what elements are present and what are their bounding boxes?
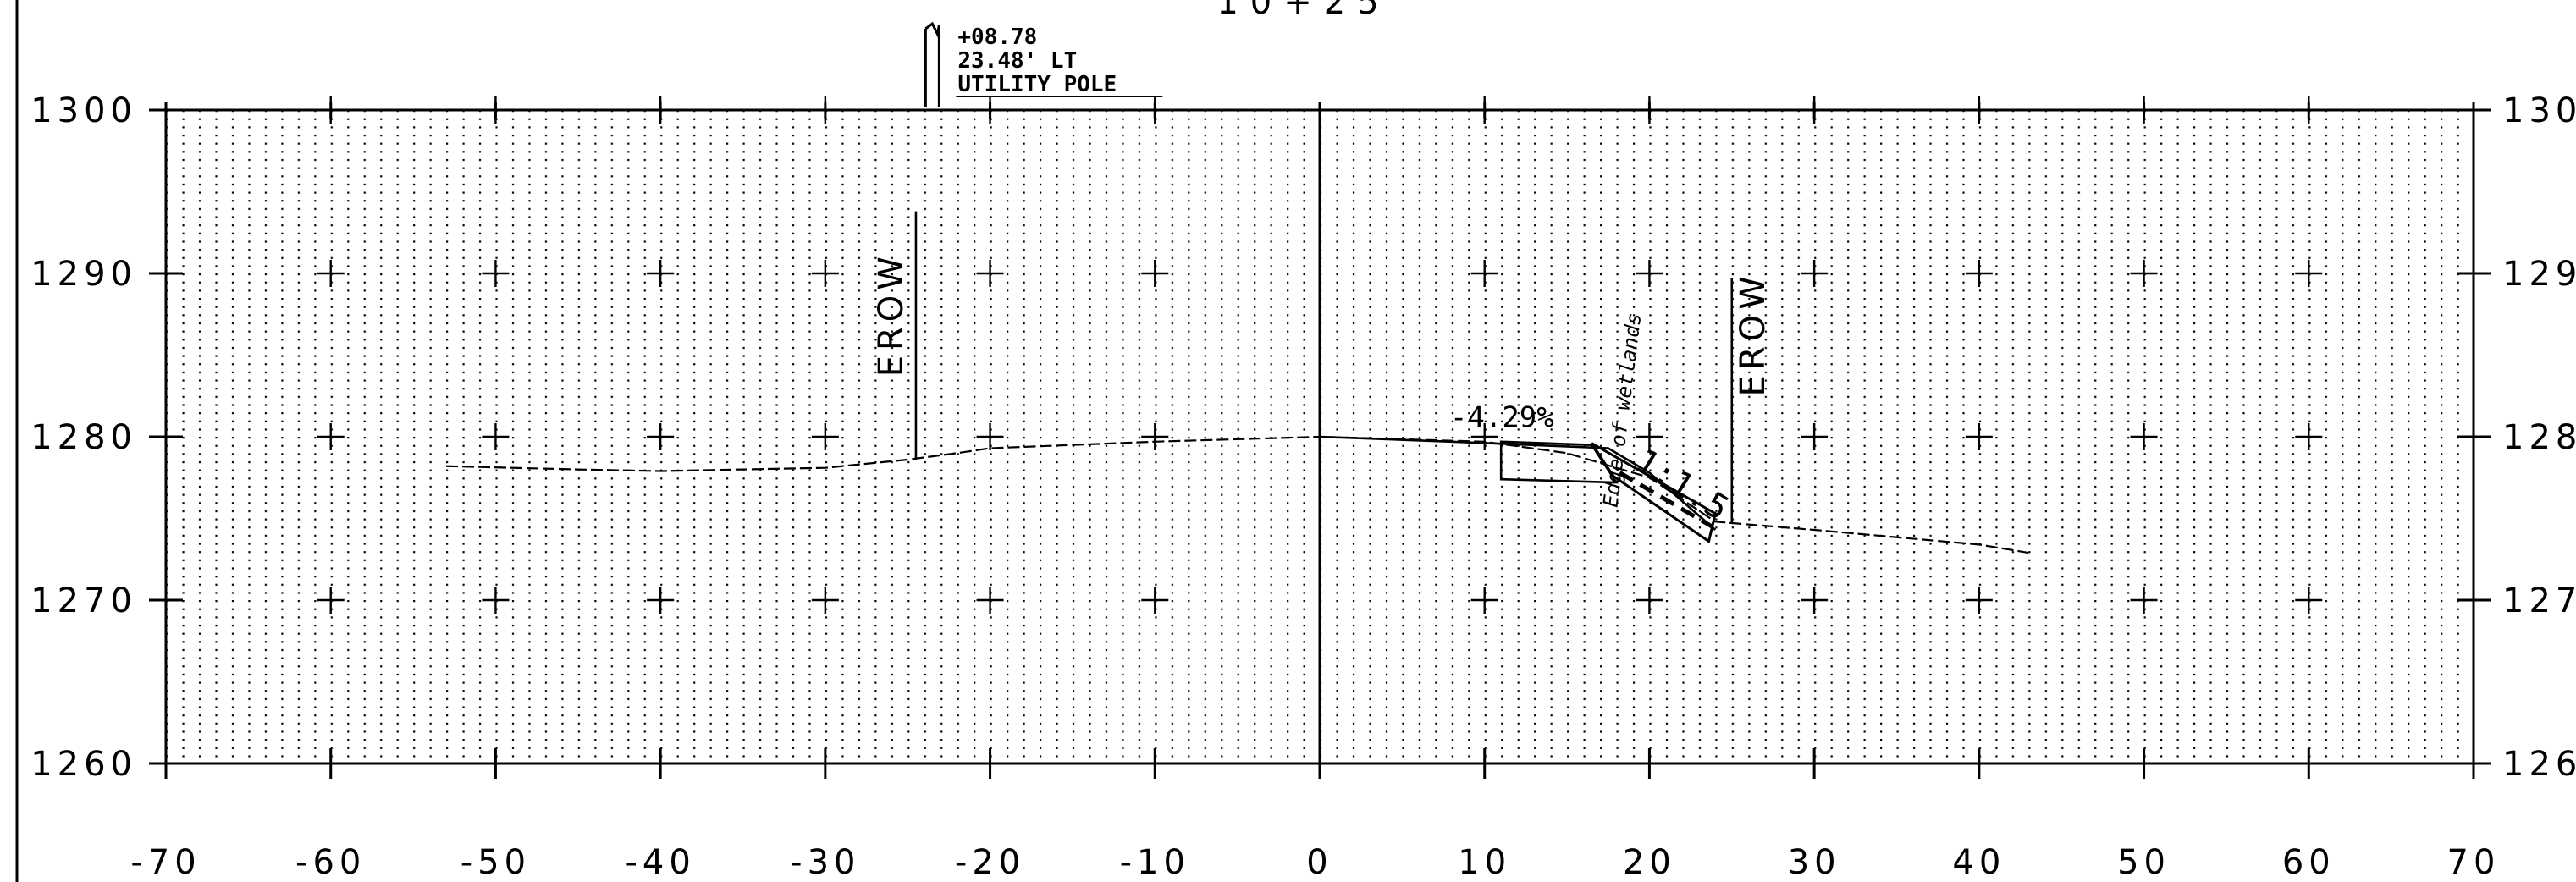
y-tick-label-left: 1290 bbox=[30, 255, 137, 294]
erow-right-label: EROW bbox=[1734, 271, 1773, 396]
x-tick-label: 60 bbox=[2282, 843, 2336, 882]
utility-pole-offset: +08.78 bbox=[957, 25, 1037, 50]
y-tick-label-left: 1280 bbox=[30, 418, 137, 457]
slope-band bbox=[1591, 442, 1718, 543]
y-tick-label-left: 1300 bbox=[30, 91, 137, 130]
x-tick-label: 30 bbox=[1788, 843, 1841, 882]
proposed-grade-line bbox=[1319, 435, 1717, 531]
y-tick-label-right: 1300 bbox=[2502, 91, 2576, 130]
x-tick-label: -70 bbox=[130, 843, 201, 882]
y-tick-label-left: 1260 bbox=[30, 745, 137, 784]
axis-labels: -70 -60 -50 -40 -30 -20 -10 0 10 20 30 40 50 60 70 1260… bbox=[30, 91, 2576, 882]
erow-left-label: EROW bbox=[872, 251, 911, 377]
utility-pole-top bbox=[924, 21, 940, 38]
x-tick-label: -60 bbox=[295, 843, 366, 882]
utility-pole-name: UTILITY POLE bbox=[957, 72, 1117, 97]
y-tick-label-right: 1270 bbox=[2502, 582, 2576, 620]
y-tick-label-right: 1290 bbox=[2502, 255, 2576, 294]
x-tick-label: 20 bbox=[1623, 843, 1676, 882]
slope-band-hatch bbox=[1619, 471, 1713, 529]
x-tick-label: -20 bbox=[955, 843, 1025, 882]
axis-ticks bbox=[149, 102, 2491, 779]
y-tick-label-left: 1270 bbox=[30, 582, 137, 620]
x-tick-label: 10 bbox=[1458, 843, 1511, 882]
y-tick-label-right: 1280 bbox=[2502, 418, 2576, 457]
x-tick-label: 50 bbox=[2117, 843, 2171, 882]
x-tick-label: -40 bbox=[625, 843, 695, 882]
existing-ground-line bbox=[445, 435, 2029, 554]
x-tick-label: 0 bbox=[1306, 843, 1332, 882]
grade-percent-label: -4.29% bbox=[1450, 400, 1554, 434]
x-tick-label: 70 bbox=[2447, 843, 2501, 882]
x-tick-label: -30 bbox=[790, 843, 860, 882]
x-tick-label: -50 bbox=[461, 843, 531, 882]
x-tick-label: 40 bbox=[1952, 843, 2005, 882]
utility-pole-distance: 23.48' LT bbox=[957, 48, 1077, 74]
y-tick-label-right: 1260 bbox=[2502, 745, 2576, 784]
pavement-section bbox=[1499, 440, 1619, 484]
x-tick-label: -10 bbox=[1120, 843, 1190, 882]
station-title: 10+25 bbox=[1216, 0, 1390, 22]
